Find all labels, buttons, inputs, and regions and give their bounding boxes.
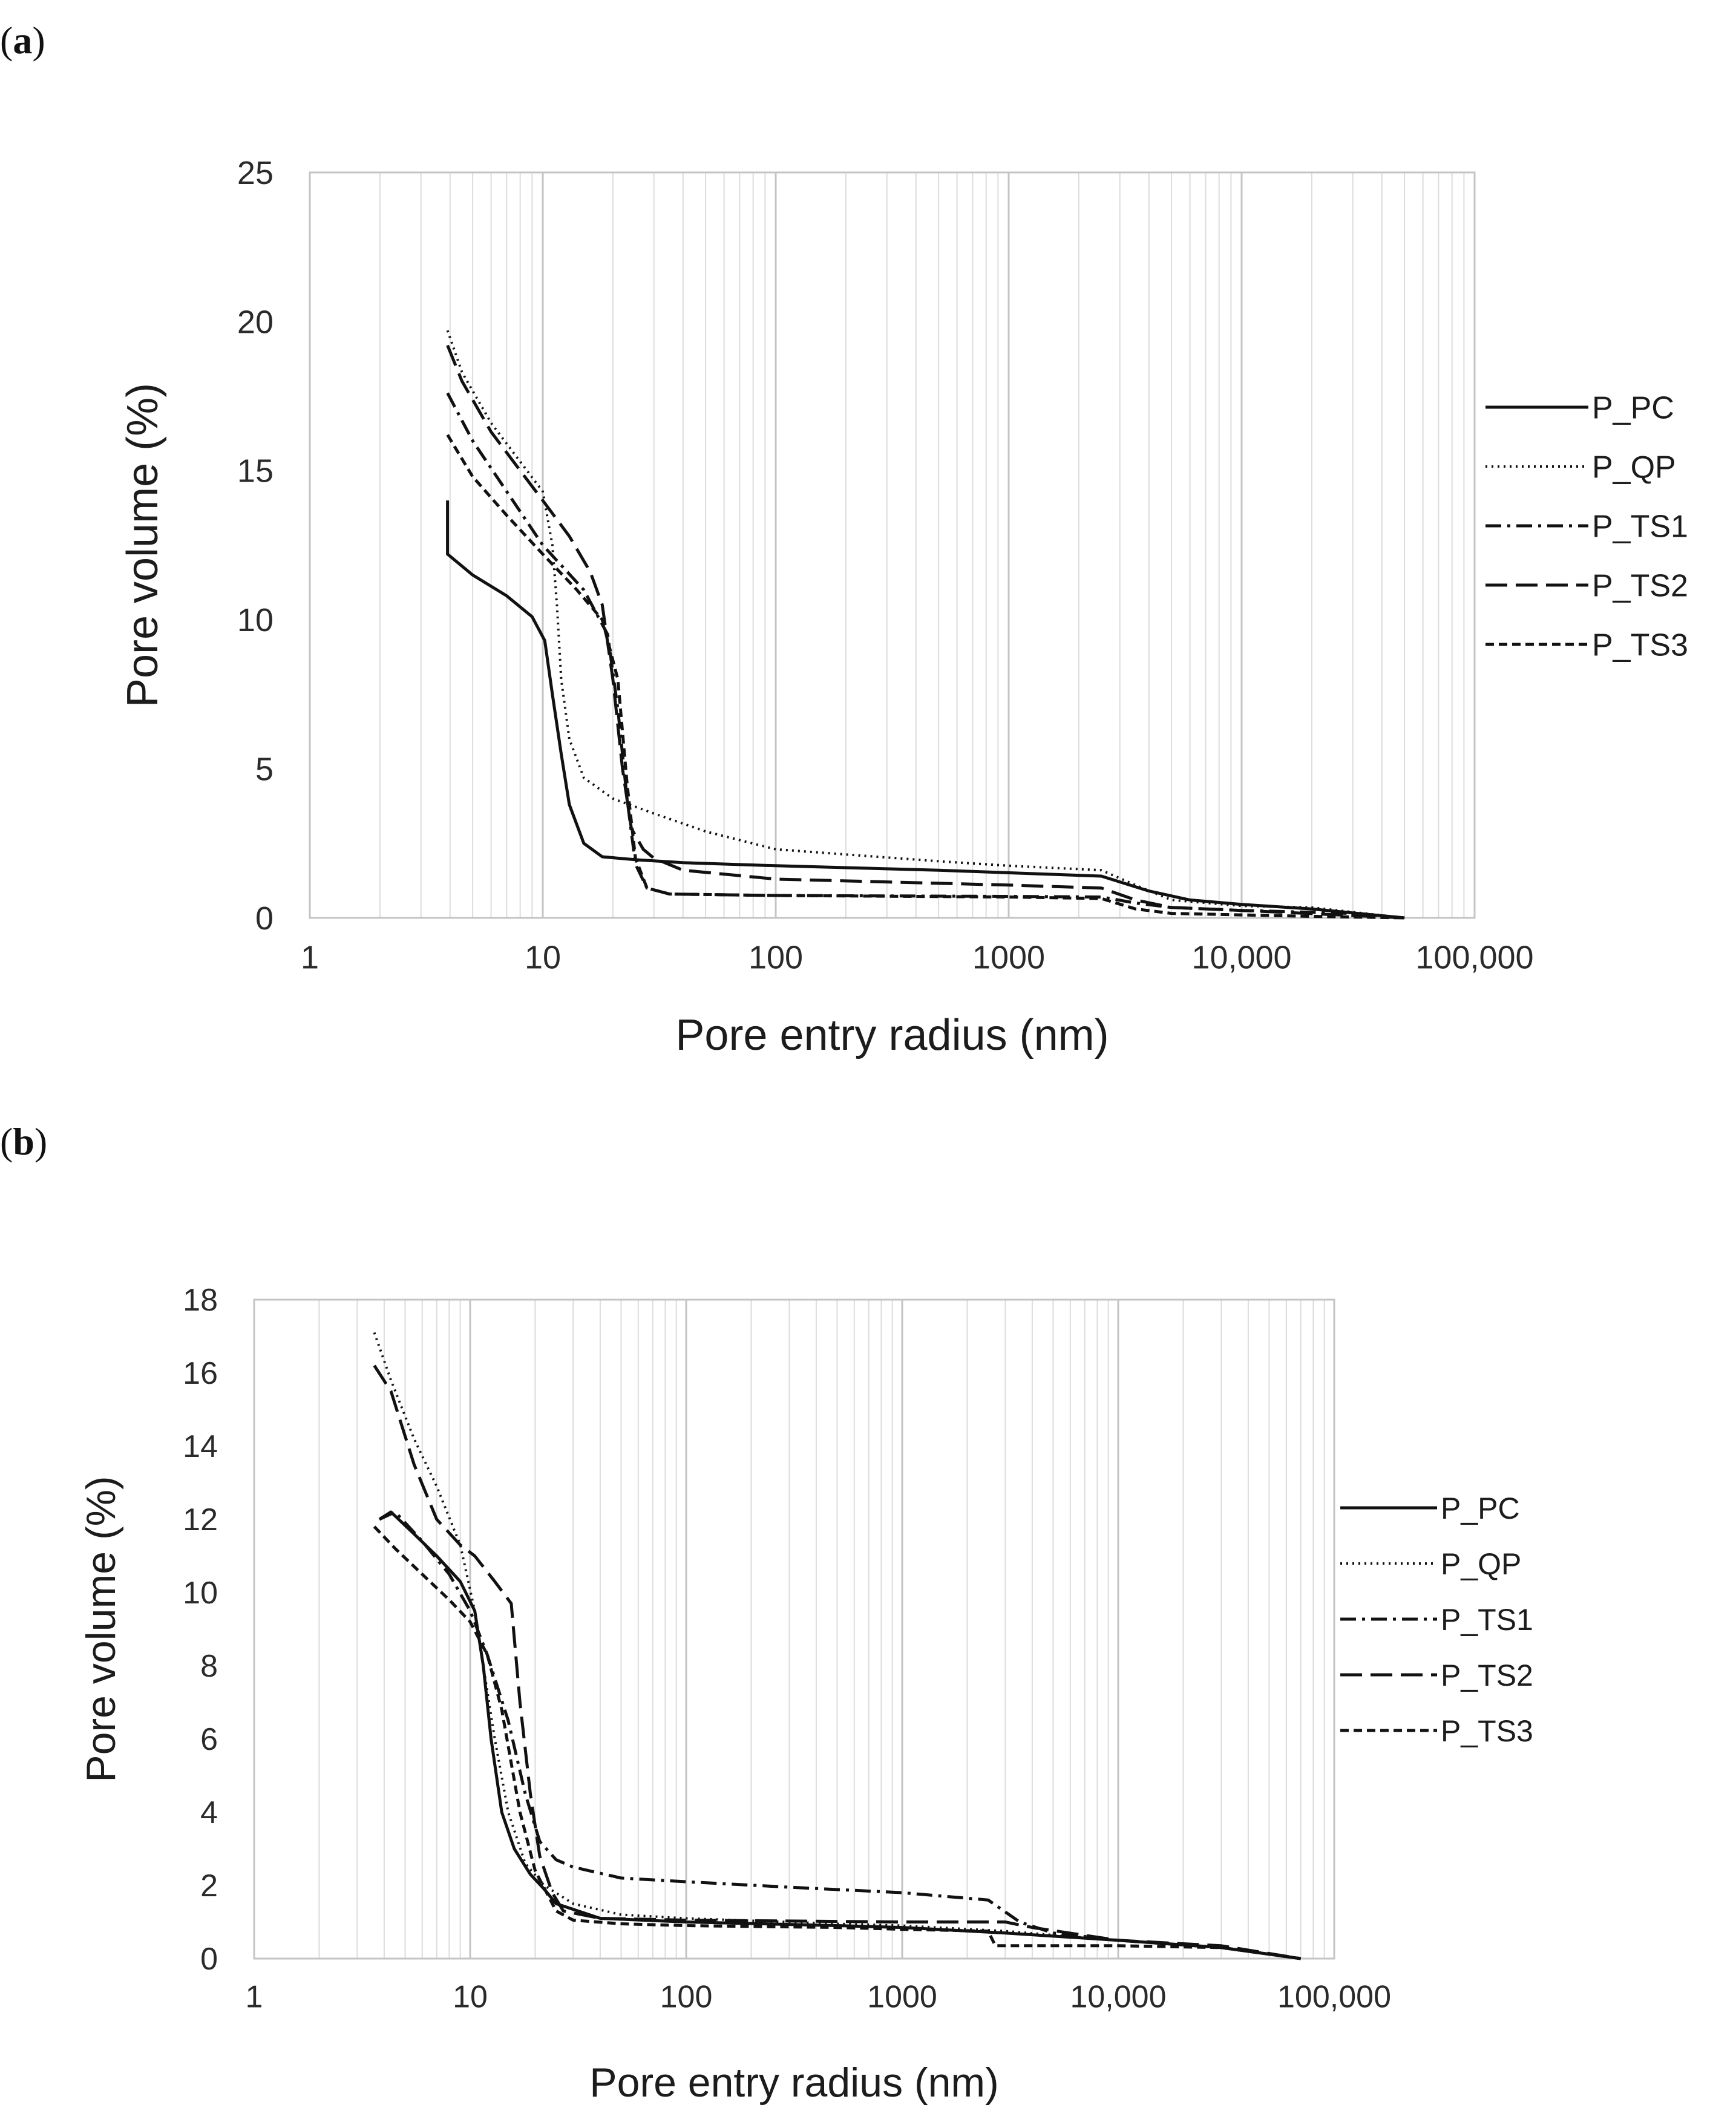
legend-label: P_QP bbox=[1592, 450, 1676, 485]
x-tick-label: 10,000 bbox=[1191, 940, 1291, 976]
legend-label: P_PC bbox=[1441, 1491, 1520, 1525]
x-tick-label: 100,000 bbox=[1277, 1980, 1391, 2015]
series-line-p-ts2 bbox=[373, 1364, 1302, 1960]
x-axis-title: Pore entry radius (nm) bbox=[675, 1011, 1109, 1059]
plot-frame bbox=[253, 1298, 1335, 1960]
y-tick-labels: 0 5 10 15 20 25 bbox=[237, 155, 274, 937]
series-line-p-pc bbox=[446, 500, 1405, 920]
series-line-p-ts3 bbox=[373, 1525, 1302, 1960]
panel-b-label: (b) bbox=[0, 1120, 48, 1163]
legend: P_PC P_QP P_TS1 P_TS2 P_TS3 bbox=[1485, 391, 1688, 663]
legend-label: P_PC bbox=[1592, 391, 1674, 426]
legend-label: P_TS2 bbox=[1592, 569, 1688, 604]
y-tick-labels: 0 2 4 6 8 10 12 14 16 18 bbox=[183, 1283, 218, 1977]
panel-a: (a) 0 5 10 15 20 25 1 10 100 1000 10,000 100,000 Por… bbox=[0, 19, 1688, 1059]
x-tick-label: 10 bbox=[453, 1980, 488, 2015]
y-tick-label: 20 bbox=[237, 304, 274, 340]
series-group bbox=[373, 1332, 1302, 1960]
grid-b bbox=[253, 1298, 1335, 1960]
legend-label: P_TS1 bbox=[1592, 509, 1688, 545]
y-tick-label: 10 bbox=[183, 1576, 218, 1611]
x-tick-label: 1000 bbox=[972, 940, 1045, 976]
y-tick-label: 15 bbox=[237, 453, 274, 489]
series-line-p-pc bbox=[378, 1510, 1302, 1960]
y-tick-label: 0 bbox=[200, 1942, 218, 1977]
x-axis-title: Pore entry radius (nm) bbox=[589, 2060, 998, 2106]
series-line-p-ts1 bbox=[446, 392, 1405, 920]
y-tick-label: 8 bbox=[200, 1649, 218, 1684]
y-axis-title: Pore volume (%) bbox=[119, 383, 167, 707]
y-tick-label: 0 bbox=[255, 900, 274, 937]
panel-a-letter: a bbox=[13, 19, 33, 62]
y-tick-label: 6 bbox=[200, 1722, 218, 1757]
panel-a-label: (a) bbox=[0, 19, 45, 62]
series-line-p-qp bbox=[373, 1332, 1301, 1960]
x-tick-labels: 1 10 100 1000 10,000 100,000 bbox=[301, 940, 1534, 976]
series-line-p-ts3 bbox=[446, 434, 1405, 920]
x-tick-label: 100 bbox=[748, 940, 803, 976]
y-tick-label: 10 bbox=[237, 602, 274, 638]
y-tick-label: 14 bbox=[183, 1429, 218, 1464]
y-tick-label: 18 bbox=[183, 1283, 218, 1318]
y-tick-label: 12 bbox=[183, 1502, 218, 1537]
series-line-p-ts2 bbox=[446, 344, 1405, 920]
x-tick-label: 100 bbox=[660, 1980, 713, 2015]
y-axis-title: Pore volume (%) bbox=[78, 1476, 124, 1782]
legend: P_PC P_QP P_TS1 P_TS2 P_TS3 bbox=[1340, 1491, 1533, 1748]
y-tick-label: 4 bbox=[200, 1795, 218, 1830]
y-tick-label: 25 bbox=[237, 155, 274, 191]
chart-b: 0 2 4 6 8 10 12 14 16 18 1 10 100 1000 10,000 100,000 Po… bbox=[78, 1283, 1533, 2106]
legend-label: P_QP bbox=[1441, 1547, 1521, 1581]
legend-label: P_TS1 bbox=[1441, 1603, 1533, 1637]
legend-label: P_TS3 bbox=[1592, 628, 1688, 663]
plot-frame bbox=[309, 171, 1476, 919]
y-tick-label: 16 bbox=[183, 1356, 218, 1391]
x-tick-label: 100,000 bbox=[1415, 940, 1533, 976]
panel-b: (b) 0 2 4 6 8 10 12 14 16 18 1 10 100 1000 10,000 100,0… bbox=[0, 1089, 1736, 2128]
y-tick-label: 5 bbox=[255, 751, 274, 788]
legend-label: P_TS2 bbox=[1441, 1658, 1533, 1692]
series-line-p-ts1 bbox=[378, 1510, 1302, 1960]
x-tick-label: 10 bbox=[525, 940, 561, 976]
series-group bbox=[446, 330, 1405, 920]
x-tick-label: 10,000 bbox=[1070, 1980, 1166, 2015]
panel-b-letter: b bbox=[13, 1120, 34, 1163]
x-tick-label: 1 bbox=[246, 1980, 263, 2015]
x-tick-label: 1 bbox=[301, 940, 319, 976]
x-tick-label: 1000 bbox=[867, 1980, 937, 2015]
series-line-p-qp bbox=[446, 330, 1405, 919]
chart-a: 0 5 10 15 20 25 1 10 100 1000 10,000 100,000 Pore en… bbox=[119, 155, 1688, 1059]
x-tick-labels: 1 10 100 1000 10,000 100,000 bbox=[246, 1980, 1391, 2015]
grid-a bbox=[309, 171, 1476, 919]
y-tick-label: 2 bbox=[200, 1868, 218, 1904]
legend-label: P_TS3 bbox=[1441, 1714, 1533, 1748]
